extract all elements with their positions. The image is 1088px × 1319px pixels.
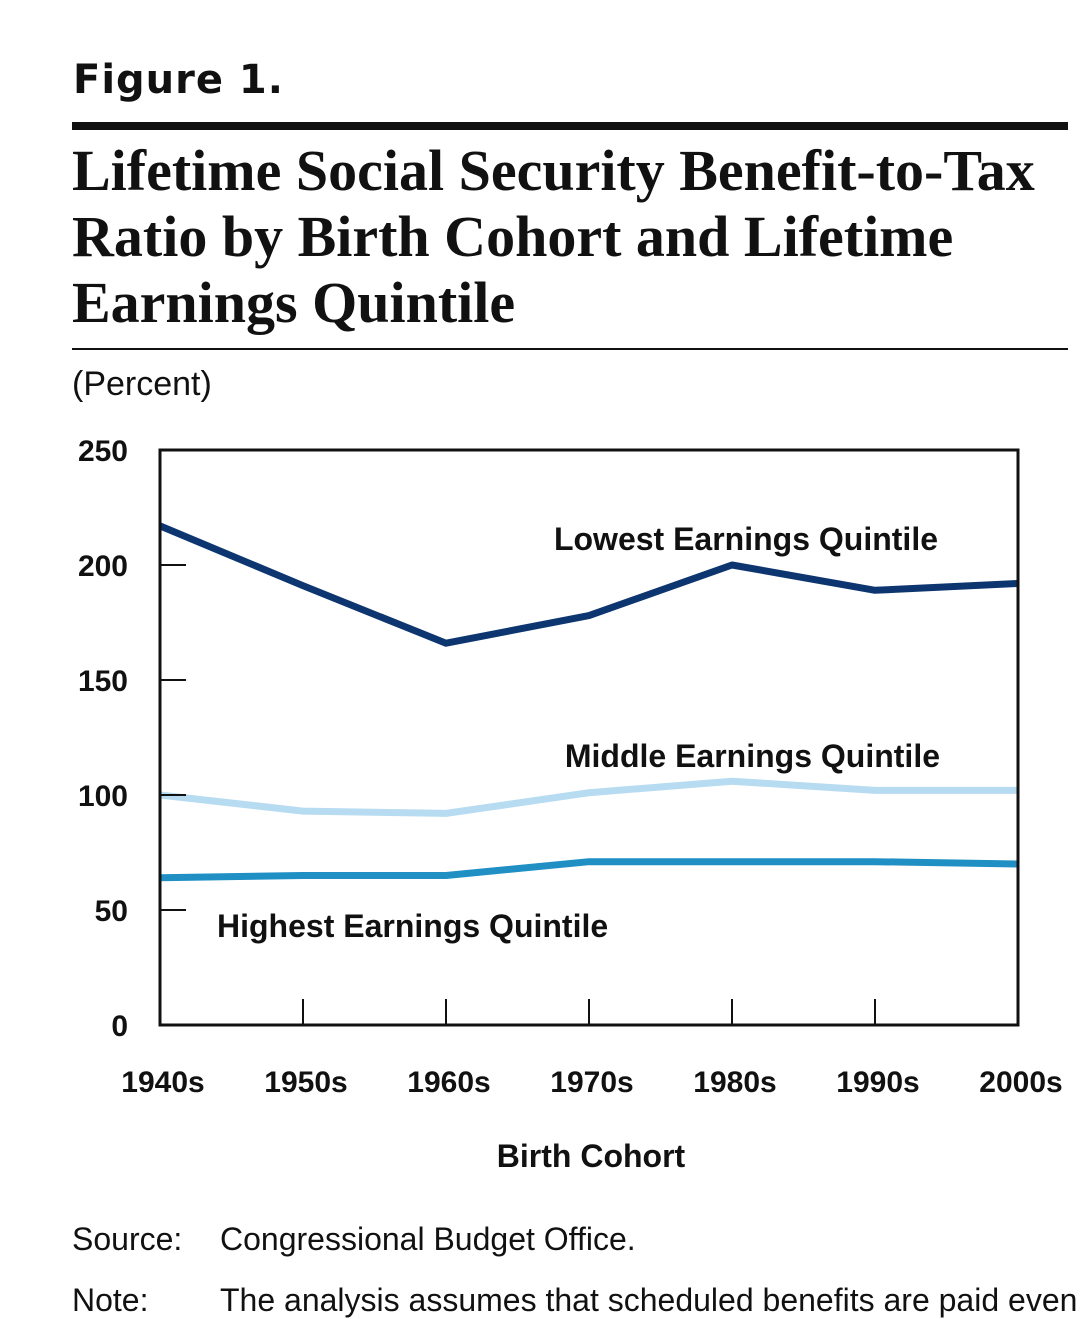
x-axis-title: Birth Cohort bbox=[497, 1138, 686, 1174]
series-label-highest-quintile: Highest Earnings Quintile bbox=[217, 908, 608, 944]
x-tick-label: 1990s bbox=[836, 1066, 919, 1099]
unit-label: (Percent) bbox=[72, 365, 212, 403]
y-tick-label: 200 bbox=[78, 550, 128, 583]
y-tick-label: 150 bbox=[78, 665, 128, 698]
figure-title: Lifetime Social Security Benefit-to-Tax … bbox=[72, 138, 1035, 335]
y-tick-label: 50 bbox=[95, 895, 128, 928]
x-tick-label: 1950s bbox=[264, 1066, 347, 1099]
x-tick-label: 1940s bbox=[121, 1066, 204, 1099]
tick-layer: 0 50 100 150 200 250 1940s 1950s 1960s 1970s 1980s… bbox=[78, 435, 1063, 1099]
x-tick-label: 1970s bbox=[550, 1066, 633, 1099]
y-tick-label: 100 bbox=[78, 780, 128, 813]
series-label-middle-quintile: Middle Earnings Quintile bbox=[565, 738, 940, 774]
source-line: Source: Congressional Budget Office. bbox=[72, 1220, 636, 1258]
y-tick-label: 0 bbox=[111, 1010, 128, 1043]
title-rule-thick bbox=[72, 122, 1068, 130]
source-text: Congressional Budget Office. bbox=[220, 1221, 636, 1257]
note-key: Note: bbox=[72, 1282, 149, 1318]
series-label-lowest-quintile: Lowest Earnings Quintile bbox=[554, 521, 938, 557]
series-line-middle-quintile bbox=[159, 777, 1018, 817]
note-line: Note: The analysis assumes that scheduled… bbox=[72, 1281, 1077, 1319]
title-rule-thin bbox=[72, 348, 1068, 350]
note-text: The analysis assumes that scheduled bene… bbox=[220, 1282, 1078, 1318]
series-line-lowest-quintile bbox=[158, 522, 1019, 647]
series-layer bbox=[158, 522, 1019, 882]
y-tick-label: 250 bbox=[78, 435, 128, 468]
x-tick-label: 1980s bbox=[693, 1066, 776, 1099]
source-key: Source: bbox=[72, 1221, 183, 1257]
series-line-highest-quintile bbox=[159, 858, 1019, 882]
x-tick-label: 2000s bbox=[979, 1066, 1062, 1099]
line-chart: 0 50 100 150 200 250 1940s 1950s 1960s 1970s 1980s… bbox=[78, 435, 1063, 1174]
series-label-layer: Lowest Earnings Quintile Middle Earnings … bbox=[217, 521, 940, 944]
figure-label: Figure 1. bbox=[73, 57, 284, 103]
x-tick-label: 1960s bbox=[407, 1066, 490, 1099]
